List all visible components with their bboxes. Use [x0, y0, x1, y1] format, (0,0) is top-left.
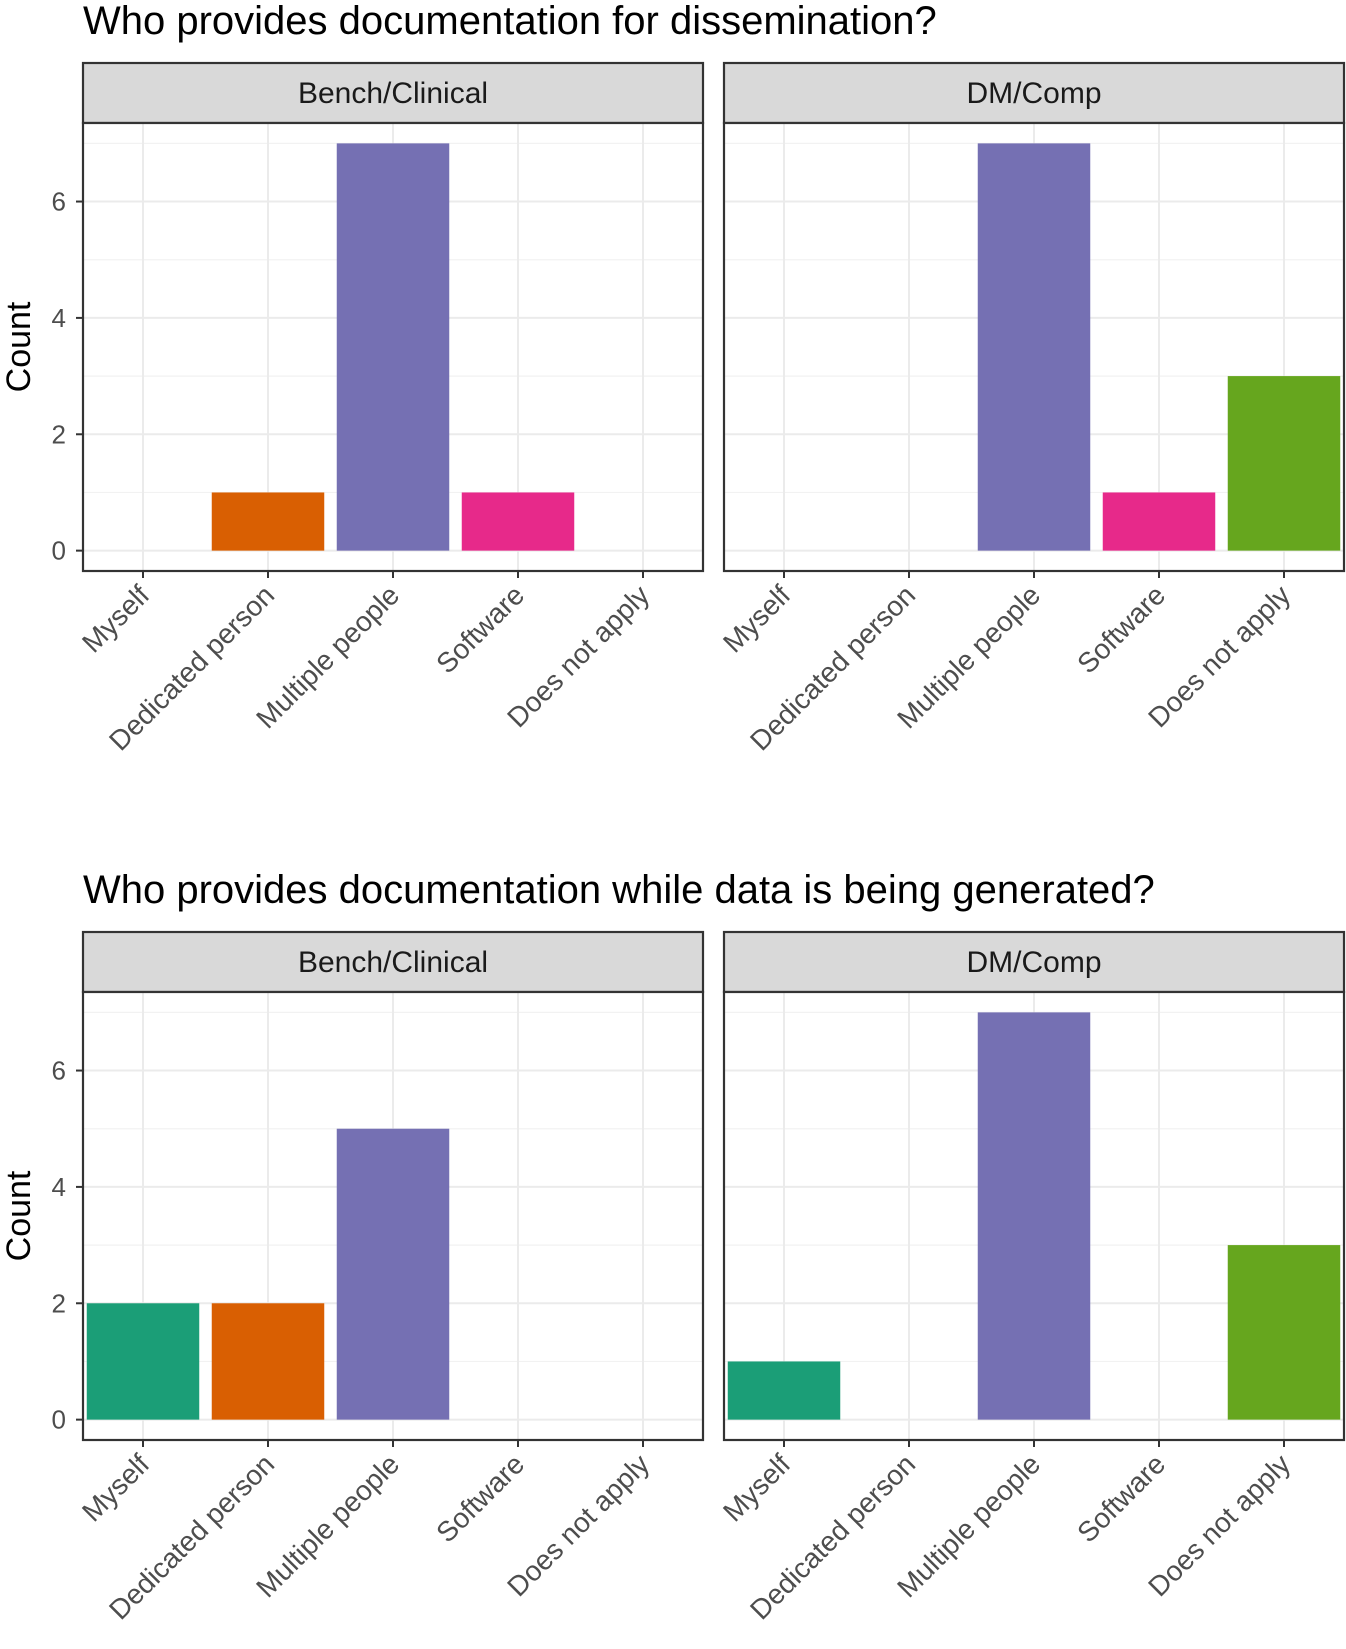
y-tick-label: 0 — [52, 536, 66, 566]
facet-strip-label: DM/Comp — [966, 946, 1101, 979]
bar-dedicated-person — [211, 1303, 325, 1420]
x-tick-label: Software — [430, 1448, 530, 1548]
x-tick-label: Myself — [76, 1448, 155, 1527]
y-tick-label: 4 — [52, 1172, 66, 1202]
x-tick-label: Software — [430, 579, 530, 679]
x-tick-label: Myself — [76, 579, 155, 658]
bar-multiple-people — [336, 1128, 450, 1420]
x-tick-label: Software — [1071, 579, 1171, 679]
chart-title: Who provides documentation for dissemina… — [83, 0, 937, 43]
x-tick-label: Myself — [717, 579, 796, 658]
y-axis-label: Count — [0, 301, 38, 392]
bar-myself — [86, 1303, 200, 1420]
facet-strip — [81, 61, 705, 125]
x-tick-label: Myself — [717, 1448, 796, 1527]
y-tick-label: 2 — [52, 419, 66, 449]
bar-myself — [727, 1361, 841, 1420]
facet-strip-label: Bench/Clinical — [298, 77, 488, 110]
x-tick-label: Software — [1071, 1448, 1171, 1548]
chart-title: Who provides documentation while data is… — [83, 868, 1155, 912]
y-tick-label: 2 — [52, 1288, 66, 1318]
y-tick-label: 6 — [52, 1056, 66, 1086]
bar-does-not-apply — [1227, 376, 1341, 551]
chart-block-2: Who provides documentation while data is… — [0, 868, 1346, 1625]
bar-software — [1102, 492, 1216, 551]
bar-dedicated-person — [211, 492, 325, 551]
bar-multiple-people — [977, 1012, 1091, 1420]
y-tick-label: 0 — [52, 1405, 66, 1435]
facet-strip — [722, 61, 1346, 125]
y-tick-label: 6 — [52, 187, 66, 217]
facet-strip-label: DM/Comp — [966, 77, 1101, 110]
bar-multiple-people — [336, 143, 450, 551]
bar-multiple-people — [977, 143, 1091, 551]
y-axis-label: Count — [0, 1170, 38, 1261]
facet-strip-label: Bench/Clinical — [298, 946, 488, 979]
y-tick-label: 4 — [52, 303, 66, 333]
bar-does-not-apply — [1227, 1245, 1341, 1420]
bar-software — [461, 492, 575, 551]
chart-block-1: Who provides documentation for dissemina… — [0, 0, 1346, 756]
